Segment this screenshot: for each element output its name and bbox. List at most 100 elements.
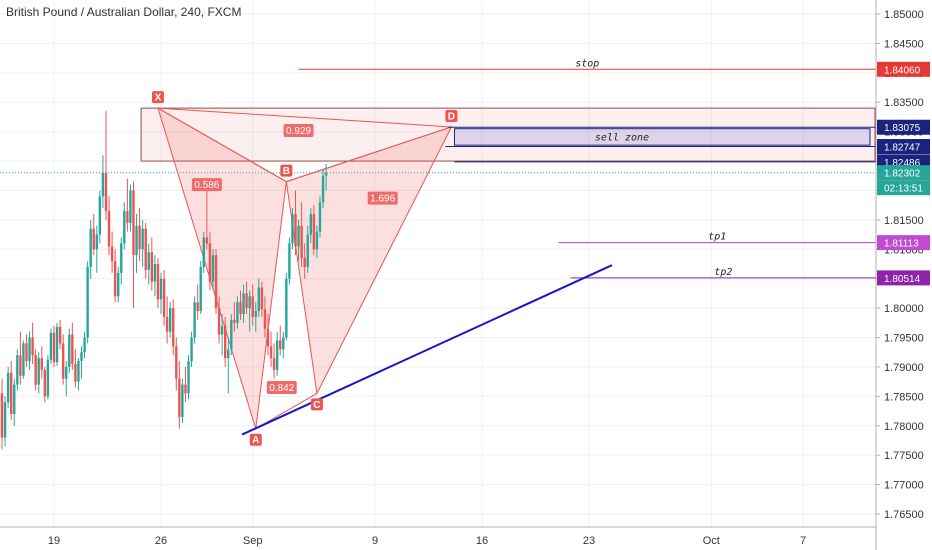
candle xyxy=(324,164,328,191)
current-price-tag: 1.82302 xyxy=(877,165,930,181)
ratio-badge xyxy=(367,191,398,205)
candle-body xyxy=(236,302,239,323)
candle-body xyxy=(31,337,34,356)
level-label: tp1 xyxy=(708,232,726,243)
chart-title: British Pound / Australian Dollar, 240, … xyxy=(6,5,241,19)
candle-body xyxy=(129,190,132,223)
candle xyxy=(83,331,86,359)
y-tick-label: 1.76500 xyxy=(884,509,924,521)
x-tick-label: 26 xyxy=(155,535,167,547)
candle-body xyxy=(0,393,4,438)
candle-body xyxy=(6,372,10,403)
candle-body xyxy=(214,255,218,309)
candle-body xyxy=(285,278,288,338)
candle-body xyxy=(205,237,209,244)
candle xyxy=(208,231,212,291)
candle xyxy=(202,231,205,273)
ratio-value: 0.586 xyxy=(194,180,219,191)
candle xyxy=(254,302,257,332)
y-tick-label: 1.81500 xyxy=(884,215,924,227)
price-tag-bg xyxy=(877,270,930,286)
y-tick-label: 1.77000 xyxy=(884,480,924,492)
point-label: A xyxy=(252,435,259,446)
pattern-box xyxy=(140,107,876,162)
xd-leg xyxy=(157,107,452,128)
candle xyxy=(172,299,175,356)
candle-body xyxy=(68,334,71,367)
candle xyxy=(28,331,31,370)
price-tag: 1.81113 xyxy=(877,235,930,251)
candle-body xyxy=(52,332,56,363)
candle-body xyxy=(315,231,319,250)
candle-body xyxy=(117,272,120,297)
candle xyxy=(187,355,190,400)
price-tag-bg xyxy=(877,61,930,77)
candle xyxy=(107,196,111,256)
candle-body xyxy=(49,332,53,360)
candle xyxy=(16,349,19,391)
candle-body xyxy=(220,325,224,335)
candle-body xyxy=(144,228,147,270)
candle-body xyxy=(153,264,157,282)
candle-body xyxy=(74,364,77,382)
y-tick-label: 1.84500 xyxy=(884,38,924,50)
ratio-badge xyxy=(191,178,222,192)
candle xyxy=(205,181,209,250)
candle xyxy=(184,366,187,403)
candle-body xyxy=(227,349,230,359)
candle xyxy=(92,214,95,256)
candle-body xyxy=(303,258,306,267)
candle xyxy=(58,319,62,350)
candle-body xyxy=(190,337,193,362)
y-tick-label: 1.78000 xyxy=(884,421,924,433)
candle xyxy=(98,190,102,244)
candle-body xyxy=(202,237,205,267)
candle xyxy=(175,337,178,391)
candle xyxy=(300,202,303,267)
candle-body xyxy=(263,309,267,329)
candle xyxy=(220,314,224,356)
point-label: B xyxy=(283,166,290,177)
price-tag-bg xyxy=(877,119,930,135)
countdown-bg xyxy=(877,180,930,196)
y-tick-label: 1.79500 xyxy=(884,333,924,345)
candle xyxy=(312,205,316,256)
candle xyxy=(230,314,233,356)
candle-body xyxy=(25,343,28,362)
price-tag-text: 1.82302 xyxy=(884,169,921,180)
candle xyxy=(68,328,71,373)
support-trendline xyxy=(241,264,613,436)
candle xyxy=(101,155,105,209)
candle-body xyxy=(172,308,175,347)
candle-body xyxy=(123,211,126,244)
countdown-text: 02:13:51 xyxy=(884,184,923,195)
candle xyxy=(168,302,172,338)
candle-body xyxy=(306,234,309,267)
candle xyxy=(260,281,264,317)
candle-body xyxy=(309,214,312,235)
candle-body xyxy=(245,293,248,309)
candle xyxy=(10,361,13,420)
y-tick-label: 1.83500 xyxy=(884,97,924,109)
ratio-badge xyxy=(283,123,314,137)
candle xyxy=(77,358,80,391)
candle-body xyxy=(147,252,150,270)
candle-body xyxy=(162,278,166,317)
candle-body xyxy=(168,308,172,332)
price-tag-bg xyxy=(877,139,930,155)
candle xyxy=(135,214,138,273)
price-tag: 1.82747 xyxy=(877,139,930,155)
time-axis[interactable]: 19 26 Sep 9 16 23 Oct 7 xyxy=(48,535,806,547)
candle-body xyxy=(239,302,242,314)
candle-body xyxy=(86,266,89,338)
candle xyxy=(214,249,218,314)
candle xyxy=(251,284,254,326)
ratio-label: 0.842 xyxy=(266,381,297,395)
candle xyxy=(110,231,114,273)
x-tick-label: 7 xyxy=(800,535,806,547)
candle-body xyxy=(43,369,47,397)
candle xyxy=(257,278,261,317)
candle xyxy=(227,337,230,394)
candle xyxy=(196,284,199,320)
candle xyxy=(318,196,322,238)
